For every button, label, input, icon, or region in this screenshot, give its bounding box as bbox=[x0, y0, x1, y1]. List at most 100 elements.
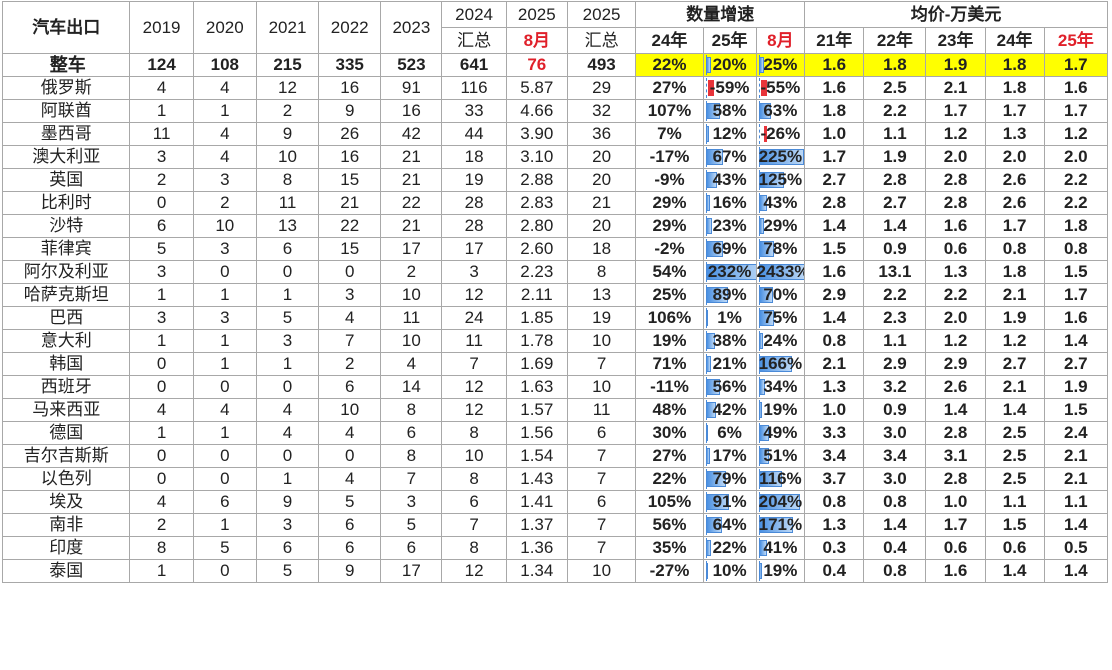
volume-cell: 6 bbox=[255, 536, 320, 560]
price-cell: 0.8 bbox=[984, 237, 1045, 261]
volume-cell: 11 bbox=[380, 306, 443, 330]
volume-cell: 1.54 bbox=[505, 444, 568, 468]
volume-cell: 3.10 bbox=[505, 145, 568, 169]
growth-cell: 19% bbox=[755, 398, 806, 422]
price-cell: 2.5 bbox=[984, 467, 1045, 491]
growth-cell: -9% bbox=[635, 168, 704, 192]
volume-cell: 7 bbox=[566, 513, 637, 537]
price-cell: 3.4 bbox=[863, 444, 927, 468]
price-cell: 2.8 bbox=[804, 191, 865, 215]
country-name: 英国 bbox=[1, 168, 131, 192]
volume-cell: 2.60 bbox=[505, 237, 568, 261]
growth-cell: 89% bbox=[702, 283, 757, 307]
price-cell: 2.9 bbox=[925, 352, 986, 376]
country-name: 澳大利亚 bbox=[1, 145, 131, 169]
growth-value: 56% bbox=[652, 515, 687, 534]
price-cell: 1.9 bbox=[863, 145, 927, 169]
volume-cell: 0 bbox=[129, 352, 194, 376]
volume-cell: 3 bbox=[129, 145, 194, 169]
volume-cell: 4 bbox=[318, 421, 382, 445]
price-cell: 2.2 bbox=[863, 283, 927, 307]
volume-cell: 4 bbox=[255, 421, 320, 445]
growth-bar-positive bbox=[758, 402, 763, 418]
growth-bar-positive bbox=[758, 149, 804, 165]
growth-value: 41% bbox=[763, 538, 798, 557]
growth-value: -11% bbox=[650, 377, 689, 396]
volume-cell: 17 bbox=[380, 559, 443, 583]
volume-cell: 2 bbox=[129, 168, 194, 192]
growth-value: -27% bbox=[649, 561, 690, 580]
volume-cell: 124 bbox=[129, 53, 194, 77]
volume-cell: 335 bbox=[318, 53, 382, 77]
volume-cell: 1.56 bbox=[505, 421, 568, 445]
price-cell: 2.9 bbox=[804, 283, 865, 307]
growth-cell: 54% bbox=[635, 260, 704, 284]
growth-cell: 10% bbox=[702, 559, 757, 583]
growth-bar-positive bbox=[758, 264, 804, 280]
volume-cell: 16 bbox=[380, 99, 443, 123]
volume-cell: 10 bbox=[318, 398, 382, 422]
growth-cell: 70% bbox=[755, 283, 806, 307]
volume-cell: 1.34 bbox=[505, 559, 568, 583]
growth-value: 21% bbox=[712, 354, 747, 373]
growth-value: 30% bbox=[652, 423, 687, 442]
vehicle-export-table: 汽车出口 2019 2020 2021 2022 2023 2024 2025 … bbox=[1, 1, 1109, 583]
price-cell: 2.2 bbox=[925, 283, 986, 307]
volume-cell: 1 bbox=[255, 352, 320, 376]
price-cell: 1.5 bbox=[1043, 260, 1109, 284]
volume-cell: 4 bbox=[380, 352, 443, 376]
growth-cell: 6% bbox=[702, 421, 757, 445]
price-cell: 0.8 bbox=[804, 490, 865, 514]
volume-cell: 91 bbox=[380, 76, 443, 100]
growth-value: 43% bbox=[763, 193, 798, 212]
price-cell: 1.0 bbox=[925, 490, 986, 514]
price-cell: 1.4 bbox=[1043, 329, 1109, 353]
volume-cell: 32 bbox=[566, 99, 637, 123]
volume-cell: 10 bbox=[380, 283, 443, 307]
growth-value: 20% bbox=[712, 55, 747, 74]
volume-cell: 12 bbox=[441, 398, 507, 422]
growth-value: 17% bbox=[712, 446, 747, 465]
country-name: 意大利 bbox=[1, 329, 131, 353]
price-cell: 1.4 bbox=[984, 398, 1045, 422]
price-cell: 0.9 bbox=[863, 398, 927, 422]
volume-cell: 12 bbox=[441, 559, 507, 583]
growth-bar-positive bbox=[705, 448, 710, 464]
volume-cell: 0 bbox=[255, 444, 320, 468]
growth-value: 49% bbox=[763, 423, 798, 442]
volume-cell: 13 bbox=[566, 283, 637, 307]
table-row: 印度 8 5 6 6 6 8 1.36 7 35% 22% 41% 0.3 0.4 0.6 0.6 0.5 bbox=[1, 536, 1109, 560]
price-cell: 1.6 bbox=[925, 559, 986, 583]
volume-cell: 1.43 bbox=[505, 467, 568, 491]
growth-cell: 30% bbox=[635, 421, 704, 445]
price-cell: 1.6 bbox=[804, 53, 865, 77]
table-row: 澳大利亚 3 4 10 16 21 18 3.10 20 -17% 67% 225% 1.7 1.9 2.0… bbox=[1, 145, 1109, 169]
volume-cell: 4 bbox=[192, 398, 257, 422]
table-row: 马来西亚 4 4 4 10 8 12 1.57 11 48% 42% 19% 1.0 0.9 1.4 1.4 1… bbox=[1, 398, 1109, 422]
volume-cell: 3 bbox=[380, 490, 443, 514]
price-col-22: 22年 bbox=[863, 27, 927, 54]
growth-cell: 71% bbox=[635, 352, 704, 376]
volume-cell: 22 bbox=[318, 214, 382, 238]
volume-cell: 29 bbox=[566, 76, 637, 100]
price-cell: 1.1 bbox=[984, 490, 1045, 514]
country-name: 德国 bbox=[1, 421, 131, 445]
growth-bar-positive bbox=[705, 172, 717, 188]
price-cell: 1.8 bbox=[984, 76, 1045, 100]
price-cell: 2.8 bbox=[925, 467, 986, 491]
col-2024-sum: 汇总 bbox=[441, 27, 507, 54]
growth-bar-positive bbox=[758, 425, 769, 441]
price-cell: 2.1 bbox=[984, 375, 1045, 399]
volume-cell: 2 bbox=[380, 260, 443, 284]
growth-cell: 29% bbox=[755, 214, 806, 238]
growth-cell: 75% bbox=[755, 306, 806, 330]
growth-cell: 7% bbox=[635, 122, 704, 146]
growth-col-25: 25年 bbox=[702, 27, 757, 54]
price-cell: 2.7 bbox=[804, 168, 865, 192]
volume-cell: 28 bbox=[441, 214, 507, 238]
growth-value: 29% bbox=[763, 216, 798, 235]
growth-cell: 106% bbox=[635, 306, 704, 330]
growth-value: -26% bbox=[760, 124, 801, 143]
col-2022: 2022 bbox=[318, 1, 382, 54]
volume-cell: 15 bbox=[318, 237, 382, 261]
